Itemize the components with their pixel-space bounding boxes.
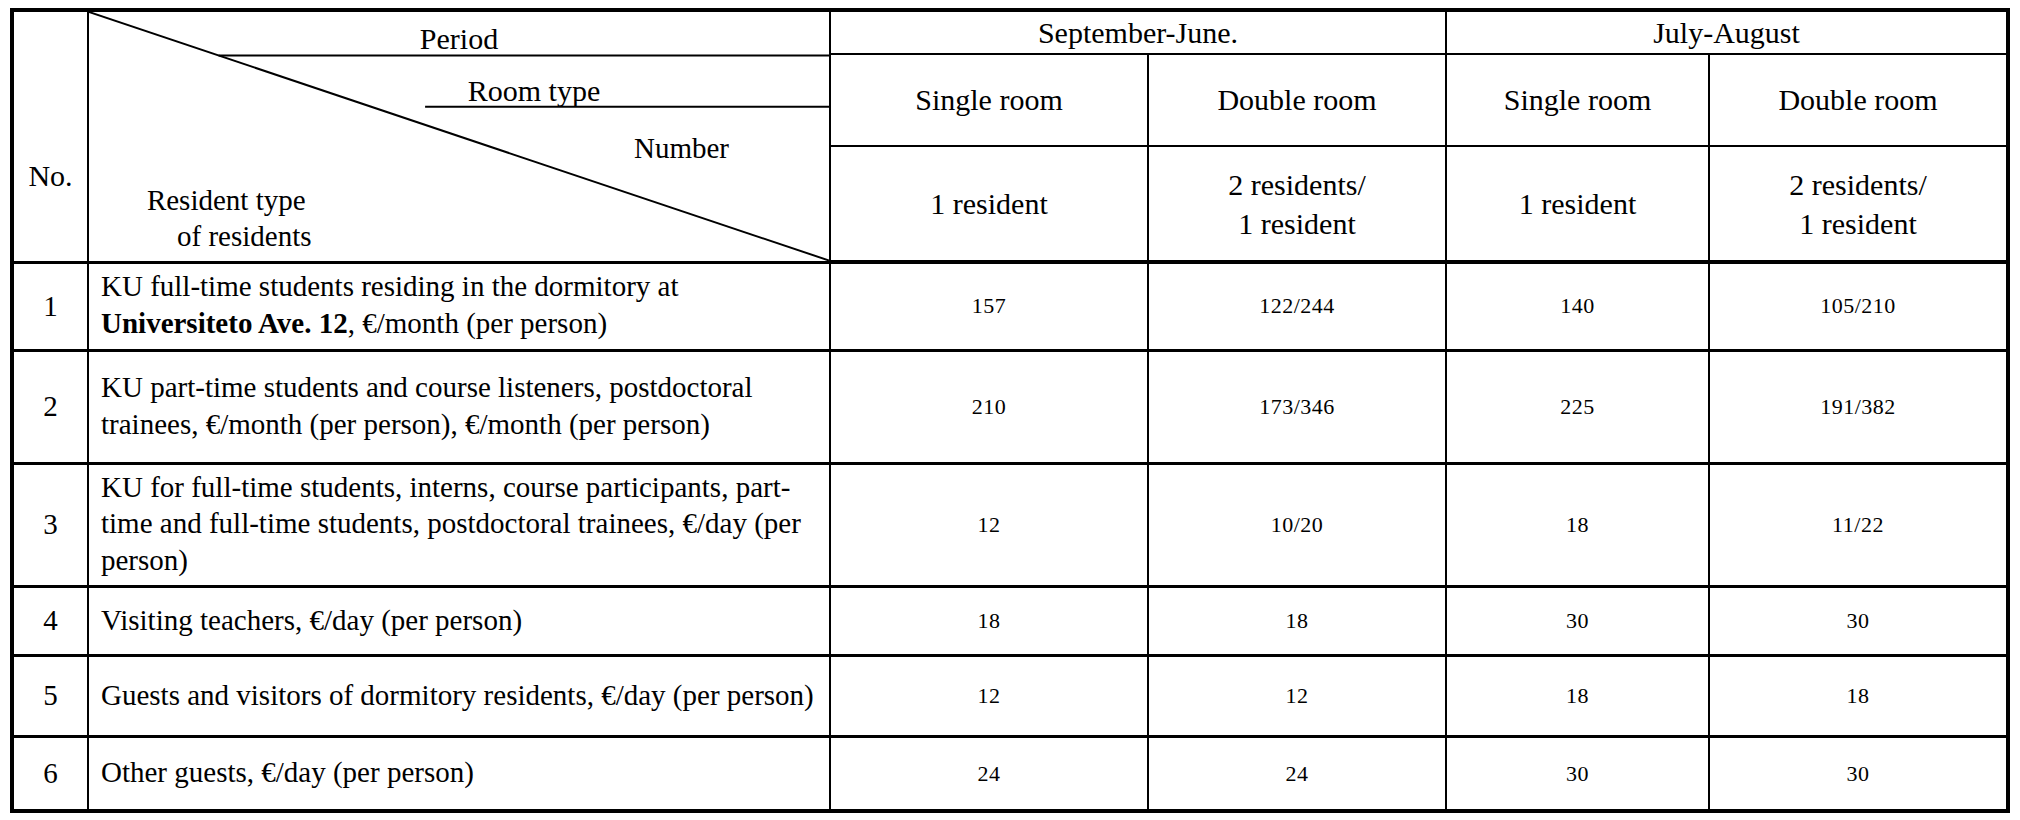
table-row: 1 KU full-time students residing in the … <box>12 262 2008 350</box>
price-cell: 18 <box>1446 463 1709 586</box>
row-number: 4 <box>12 586 88 655</box>
price-cell: 24 <box>830 736 1148 811</box>
resident-type-line2: of residents <box>141 218 312 254</box>
period-label: Period <box>89 22 829 56</box>
table-row: 2 KU part-time students and course liste… <box>12 350 2008 463</box>
resident-type-text: KU full-time students residing in the do… <box>101 270 679 302</box>
resident-type-text: KU part-time students and course listene… <box>101 371 753 440</box>
row-number: 5 <box>12 655 88 736</box>
price-cell: 173/346 <box>1148 350 1446 463</box>
period-group-september-june: September-June. <box>830 10 1446 54</box>
price-cell: 18 <box>1709 655 2008 736</box>
price-cell: 191/382 <box>1709 350 2008 463</box>
table-row: 3 KU for full-time students, interns, co… <box>12 463 2008 586</box>
price-cell: 18 <box>1148 586 1446 655</box>
resident-type-cell: Other guests, €/day (per person) <box>88 736 830 811</box>
row-number: 1 <box>12 262 88 350</box>
price-cell: 157 <box>830 262 1148 350</box>
price-cell: 140 <box>1446 262 1709 350</box>
table-row: 5 Guests and visitors of dormitory resid… <box>12 655 2008 736</box>
price-cell: 30 <box>1709 586 2008 655</box>
price-cell: 10/20 <box>1148 463 1446 586</box>
price-cell: 30 <box>1446 586 1709 655</box>
price-cell: 30 <box>1446 736 1709 811</box>
row-number: 2 <box>12 350 88 463</box>
price-cell: 30 <box>1709 736 2008 811</box>
occupancy-header-ja-single: 1 resident <box>1446 146 1709 262</box>
resident-type-line1: Resident type <box>141 182 312 218</box>
occupancy-header-ja-double: 2 residents/ 1 resident <box>1709 146 2008 262</box>
price-cell: 225 <box>1446 350 1709 463</box>
dormitory-price-table: No. Period Room type Number Resident typ… <box>10 8 2010 813</box>
resident-type-text: Visiting teachers, €/day (per person) <box>101 604 522 636</box>
price-cell: 12 <box>830 463 1148 586</box>
price-cell: 18 <box>830 586 1148 655</box>
row-number: 3 <box>12 463 88 586</box>
row-number: 6 <box>12 736 88 811</box>
occupancy-header-sj-single: 1 resident <box>830 146 1148 262</box>
resident-type-text: Guests and visitors of dormitory residen… <box>101 679 814 711</box>
price-cell: 12 <box>1148 655 1446 736</box>
resident-type-cell: KU for full-time students, interns, cour… <box>88 463 830 586</box>
price-cell: 210 <box>830 350 1148 463</box>
resident-type-cell: Visiting teachers, €/day (per person) <box>88 586 830 655</box>
price-cell: 11/22 <box>1709 463 2008 586</box>
room-type-label: Room type <box>89 74 829 108</box>
table-row: 4 Visiting teachers, €/day (per person) … <box>12 586 2008 655</box>
resident-type-cell: Guests and visitors of dormitory residen… <box>88 655 830 736</box>
room-type-header-sj-double: Double room <box>1148 54 1446 146</box>
price-cell: 18 <box>1446 655 1709 736</box>
price-cell: 122/244 <box>1148 262 1446 350</box>
header-row-period: No. Period Room type Number Resident typ… <box>12 10 2008 54</box>
resident-type-text: KU for full-time students, interns, cour… <box>101 471 801 577</box>
room-type-header-ja-double: Double room <box>1709 54 2008 146</box>
room-type-header-ja-single: Single room <box>1446 54 1709 146</box>
price-cell: 105/210 <box>1709 262 2008 350</box>
table-row: 6 Other guests, €/day (per person) 24 24… <box>12 736 2008 811</box>
resident-type-text: , €/month (per person) <box>348 307 607 339</box>
price-cell: 12 <box>830 655 1148 736</box>
resident-type-cell: KU part-time students and course listene… <box>88 350 830 463</box>
resident-type-bold-text: Universiteto Ave. 12 <box>101 307 348 339</box>
number-label: Number <box>634 132 729 165</box>
no-column-header: No. <box>12 10 88 262</box>
room-type-header-sj-single: Single room <box>830 54 1148 146</box>
period-group-july-august: July-August <box>1446 10 2008 54</box>
page: No. Period Room type Number Resident typ… <box>0 0 2020 820</box>
resident-type-cell: KU full-time students residing in the do… <box>88 262 830 350</box>
resident-type-label: Resident type of residents <box>141 182 312 255</box>
occupancy-header-sj-double: 2 residents/ 1 resident <box>1148 146 1446 262</box>
price-cell: 24 <box>1148 736 1446 811</box>
resident-type-text: Other guests, €/day (per person) <box>101 756 474 788</box>
corner-header-cell: Period Room type Number Resident type of… <box>88 10 830 262</box>
